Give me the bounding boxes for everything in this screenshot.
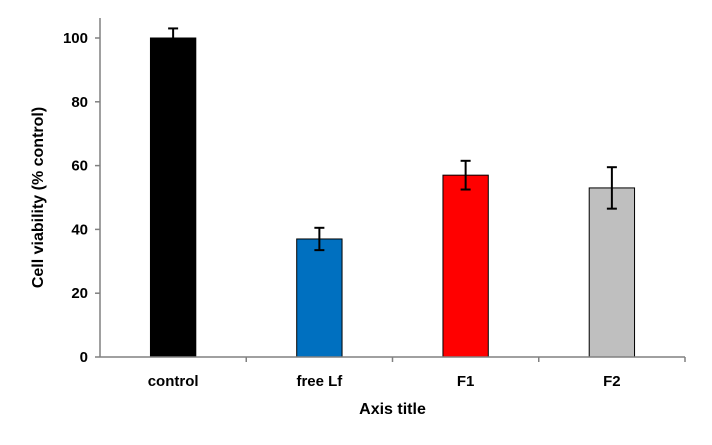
x-tick-label: free Lf [296,373,343,390]
bar [296,238,343,358]
bar [588,187,636,358]
error-bar [168,27,179,49]
x-tick-label: control [148,373,199,390]
error-bar [606,166,617,210]
bar [149,37,197,358]
x-axis-ticks: control free Lf F1 F2 [148,357,686,390]
bars [149,37,636,358]
error-bar [314,226,325,252]
y-tick-label: 0 [80,349,88,366]
x-tick-label: F1 [457,373,475,390]
y-tick-label: 20 [71,285,88,302]
y-tick-label: 60 [71,158,88,175]
error-bars [168,27,617,252]
x-axis-title: Axis title [359,401,426,418]
y-axis-ticks: 0 20 40 60 80 100 [63,30,100,366]
x-tick-label: F2 [603,373,621,390]
y-tick-label: 40 [71,221,88,238]
y-axis-title: Cell viability (% control) [30,107,47,288]
error-bar [460,159,471,191]
y-tick-label: 100 [63,30,88,47]
y-tick-label: 80 [71,94,88,111]
bar [442,174,489,358]
